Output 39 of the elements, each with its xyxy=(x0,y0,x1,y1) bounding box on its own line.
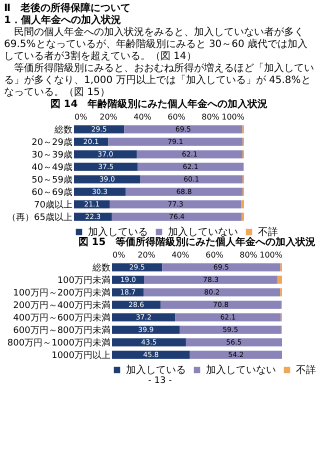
y-tick-label: 70歳以上 xyxy=(34,199,72,210)
y-tick-label: 100万円～200万円未満 xyxy=(13,287,110,298)
x-tick-label: 60% xyxy=(206,250,224,260)
y-tick-label: 50～59歳 xyxy=(32,174,72,186)
y-tick-label: 100万円未満 xyxy=(57,274,110,286)
x-tick-label: 100% xyxy=(222,112,245,122)
x-tick-label: 0% xyxy=(74,112,88,122)
y-tick-label: 1000万円以上 xyxy=(52,350,110,361)
x-tick-label: 40% xyxy=(134,112,152,122)
legend-label: 不詳 xyxy=(258,226,278,238)
x-tick-label: 20% xyxy=(100,112,118,122)
legend-label: 不詳 xyxy=(296,364,316,376)
text: 等価所得階級別にみると、おおむね所得が増えるほど「加入している」が多くなり、1,000 万円以上では「加入している」が 45.8%となっている。（図 15） xyxy=(4,63,315,99)
legend-label: 加入していない xyxy=(168,226,238,238)
x-tick-label: 100% xyxy=(260,250,283,260)
text: 1．個人年金への加入状況 xyxy=(4,15,122,26)
y-tick-label: 総数 xyxy=(92,262,110,274)
y-tick-label: 600万円～800万円未満 xyxy=(13,324,110,336)
x-tick-label: 0% xyxy=(112,250,126,260)
x-tick-label: 20% xyxy=(138,250,156,260)
x-tick-label: 60% xyxy=(168,112,186,122)
x-tick-label: 40% xyxy=(172,250,190,260)
y-tick-label: 20～29歳 xyxy=(32,136,72,148)
y-tick-label: 30～39歳 xyxy=(32,149,72,160)
x-tick-label: 80% xyxy=(202,112,220,122)
legend-label: 加入している xyxy=(126,364,186,376)
text: - 13 - xyxy=(147,375,173,387)
legend-label: 加入していない xyxy=(206,364,276,376)
x-tick-label: 80% xyxy=(240,250,258,260)
y-tick-label: 総数 xyxy=(54,124,72,136)
y-tick-label: （再）65歳以上 xyxy=(7,212,72,223)
y-tick-label: 40～49歳 xyxy=(32,162,72,173)
y-tick-label: 200万円～400万円未満 xyxy=(13,300,110,311)
y-tick-label: 400万円～600万円未満 xyxy=(13,312,110,324)
text: Ⅱ 老後の所得保障について xyxy=(4,3,132,14)
text: 民間の個人年金への加入状況をみると、加入していない者が多く 69.5%となっているが、年齢階級別にみると 30～60 歳代では加入している者が3割を超えている。（図 14） xyxy=(4,27,309,62)
y-tick-label: 60～69歳 xyxy=(32,186,72,198)
y-tick-label: 800万円～1000万円未満 xyxy=(7,337,110,348)
legend-label: 加入している xyxy=(88,226,148,238)
